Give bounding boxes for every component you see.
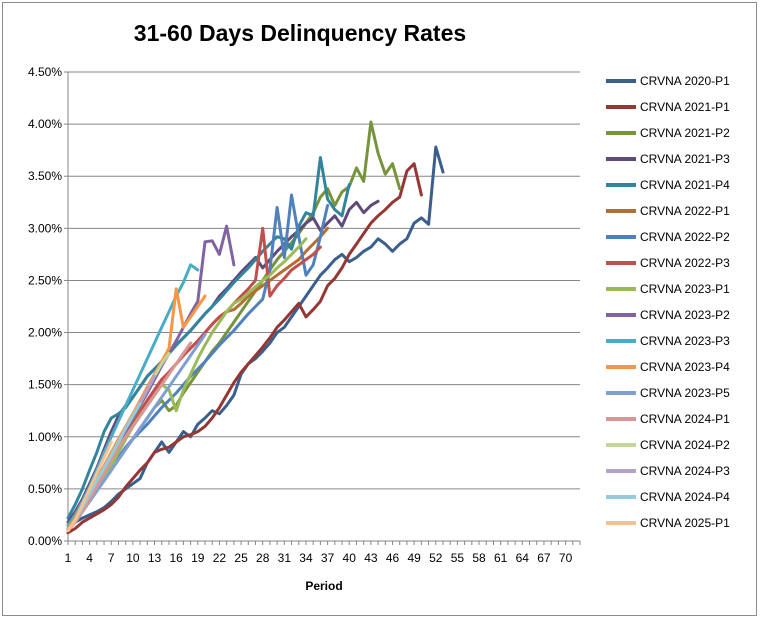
x-tick-label: 64 <box>516 551 530 565</box>
legend: CRVNA 2020-P1 CRVNA 2021-P1 CRVNA 2021-P2 C… <box>606 74 730 530</box>
legend-label: CRVNA 2021-P2 <box>640 126 730 140</box>
y-tick-label: 0.50% <box>28 482 62 496</box>
x-tick-label: 37 <box>321 551 335 565</box>
series-line <box>66 156 351 520</box>
x-tick-label: 13 <box>148 551 162 565</box>
legend-label: CRVNA 2022-P2 <box>640 230 730 244</box>
x-tick-label: 34 <box>299 551 313 565</box>
series-line <box>66 162 423 535</box>
y-tick-label: 0.00% <box>28 534 62 548</box>
legend-label: CRVNA 2022-P3 <box>640 256 730 270</box>
y-tick-label: 1.00% <box>28 430 62 444</box>
legend-label: CRVNA 2024-P3 <box>640 464 730 478</box>
x-tick-label: 40 <box>343 551 357 565</box>
x-tick-label: 49 <box>407 551 421 565</box>
legend-label: CRVNA 2023-P3 <box>640 334 730 348</box>
legend-label: CRVNA 2022-P1 <box>640 204 730 218</box>
x-tick-label: 52 <box>429 551 443 565</box>
x-axis-title: Period <box>305 579 342 593</box>
x-tick-label: 67 <box>537 551 551 565</box>
series-line <box>66 341 193 533</box>
x-tick-label: 19 <box>191 551 205 565</box>
series-line <box>66 199 380 524</box>
legend-label: CRVNA 2021-P3 <box>640 152 730 166</box>
y-tick-label: 4.50% <box>28 65 62 79</box>
x-tick-label: 1 <box>65 551 72 565</box>
chart-title: 31-60 Days Delinquency Rates <box>133 20 467 46</box>
x-tick-label: 22 <box>213 551 227 565</box>
legend-label: CRVNA 2024-P1 <box>640 412 730 426</box>
legend-label: CRVNA 2023-P1 <box>640 282 730 296</box>
series-lines <box>66 120 445 535</box>
x-tick-label: 55 <box>451 551 465 565</box>
y-tick-label: 3.00% <box>28 221 62 235</box>
x-tick-label: 61 <box>494 551 508 565</box>
x-tick-label: 25 <box>234 551 248 565</box>
legend-label: CRVNA 2023-P2 <box>640 308 730 322</box>
x-tick-label: 7 <box>108 551 115 565</box>
legend-label: CRVNA 2023-P4 <box>640 360 730 374</box>
series-line <box>66 440 113 533</box>
x-tick-label: 10 <box>126 551 140 565</box>
x-tick-label: 4 <box>86 551 93 565</box>
x-tick-label: 28 <box>256 551 270 565</box>
legend-label: CRVNA 2025-P1 <box>640 516 730 530</box>
legend-label: CRVNA 2021-P1 <box>640 100 730 114</box>
legend-label: CRVNA 2024-P4 <box>640 490 730 504</box>
x-tick-label: 70 <box>559 551 573 565</box>
y-tick-label: 2.00% <box>28 326 62 340</box>
series-line <box>66 120 402 527</box>
x-tick-label: 16 <box>169 551 183 565</box>
x-tick-label: 43 <box>364 551 378 565</box>
axes: 0.00% 0.50% 1.00% 1.50% 2.00% 2.50% 3.00% 3.50%… <box>28 65 581 565</box>
x-tick-label: 31 <box>278 551 292 565</box>
legend-label: CRVNA 2024-P2 <box>640 438 730 452</box>
series-line <box>66 145 445 530</box>
y-tick-label: 2.50% <box>28 273 62 287</box>
legend-label: CRVNA 2021-P4 <box>640 178 730 192</box>
x-tick-label: 46 <box>386 551 400 565</box>
legend-label: CRVNA 2020-P1 <box>640 74 730 88</box>
x-tick-label: 58 <box>472 551 486 565</box>
legend-label: CRVNA 2023-P5 <box>640 386 730 400</box>
y-tick-label: 3.50% <box>28 169 62 183</box>
y-tick-label: 4.00% <box>28 117 62 131</box>
y-tick-label: 1.50% <box>28 378 62 392</box>
series-line <box>66 237 308 530</box>
